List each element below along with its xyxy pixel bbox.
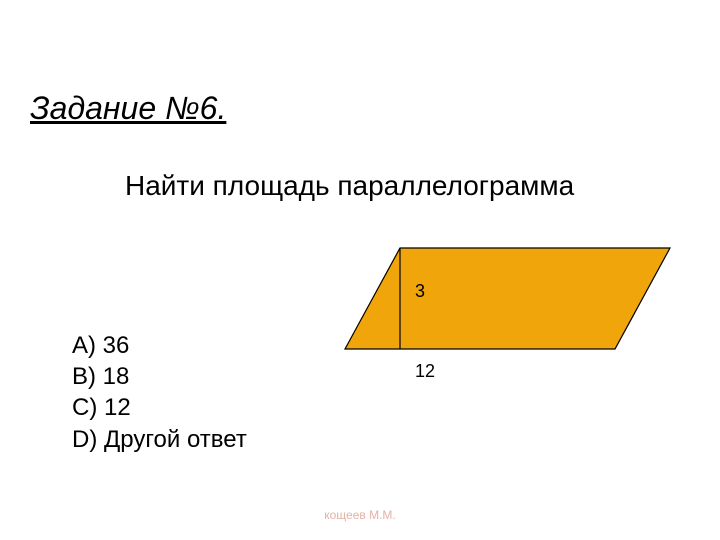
option-a: А) 36 (72, 330, 247, 361)
question-prompt: Найти площадь параллелограмма (125, 170, 574, 202)
task-title: Задание №6. (30, 90, 226, 127)
footer-author: кощеев М.М. (0, 508, 720, 522)
answer-list: А) 36 В) 18 С) 12 D) Другой ответ (72, 330, 247, 455)
option-c: С) 12 (72, 392, 247, 423)
base-label: 12 (415, 361, 435, 381)
height-label: 3 (415, 281, 425, 301)
parallelogram-diagram: 3 12 (340, 242, 680, 402)
slide: Задание №6. Найти площадь параллелограмм… (0, 0, 720, 540)
option-d: D) Другой ответ (72, 424, 247, 455)
parallelogram-shape (345, 248, 670, 349)
option-b: В) 18 (72, 361, 247, 392)
